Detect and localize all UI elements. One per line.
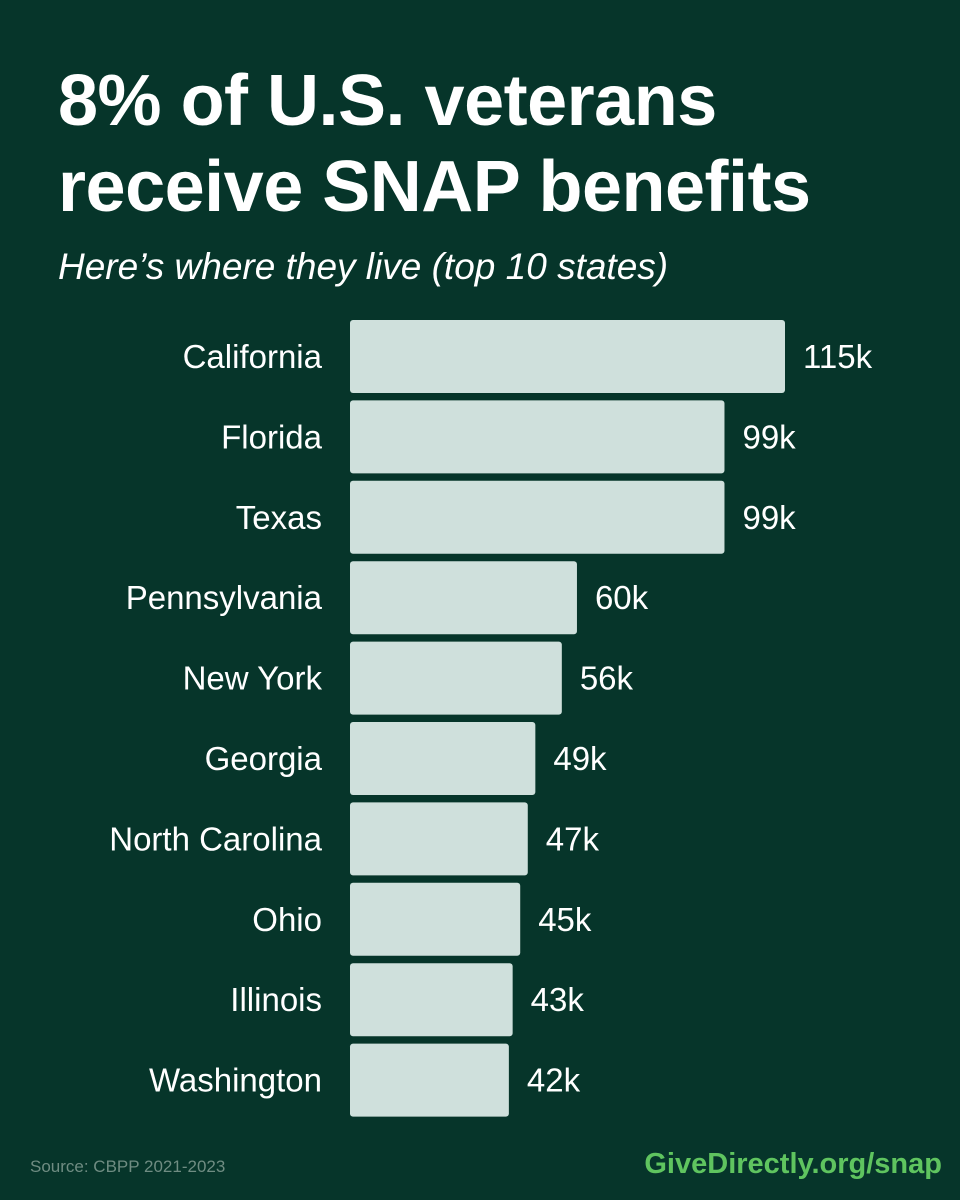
category-label: Washington xyxy=(149,1062,322,1099)
value-label: 49k xyxy=(553,740,607,777)
category-label: Texas xyxy=(236,499,322,536)
value-label: 47k xyxy=(546,820,600,857)
value-label: 99k xyxy=(742,499,796,536)
category-label: North Carolina xyxy=(109,820,322,857)
value-label: 60k xyxy=(595,579,649,616)
source-note: Source: CBPP 2021-2023 xyxy=(30,1157,226,1176)
bar-florida xyxy=(350,400,725,474)
bar-north-carolina xyxy=(350,802,528,876)
value-label: 115k xyxy=(803,338,873,375)
value-label: 45k xyxy=(538,901,592,938)
chart-title-line-2: receive SNAP benefits xyxy=(58,147,811,227)
bar-new-york xyxy=(350,641,562,715)
category-label: Illinois xyxy=(230,981,322,1018)
category-label: Ohio xyxy=(252,901,322,938)
value-label: 56k xyxy=(580,660,634,697)
bar-illinois xyxy=(350,963,513,1037)
bar-georgia xyxy=(350,722,536,795)
category-label: Florida xyxy=(221,418,323,455)
chart-subtitle: Here’s where they live (top 10 states) xyxy=(58,246,669,287)
category-label: California xyxy=(183,338,323,375)
bar-washington xyxy=(350,1043,509,1117)
chart-title: 8% of U.S. veterans receive SNAP benefit… xyxy=(58,58,938,230)
value-label: 42k xyxy=(527,1062,581,1099)
category-label: New York xyxy=(183,660,323,697)
bar-texas xyxy=(350,480,725,554)
category-label: Georgia xyxy=(205,740,323,777)
value-label: 99k xyxy=(742,418,796,455)
value-label: 43k xyxy=(531,981,585,1018)
bar-chart: California 115k Florida 99k Texas 99k Pennsylv… xyxy=(109,320,873,1117)
brand-link[interactable]: GiveDirectly.org/snap xyxy=(644,1148,942,1180)
bar-ohio xyxy=(350,882,521,956)
bar-california xyxy=(350,320,785,393)
bar-pennsylvania xyxy=(350,561,577,635)
chart-title-line-1: 8% of U.S. veterans xyxy=(58,61,717,141)
category-label: Pennsylvania xyxy=(126,579,323,616)
